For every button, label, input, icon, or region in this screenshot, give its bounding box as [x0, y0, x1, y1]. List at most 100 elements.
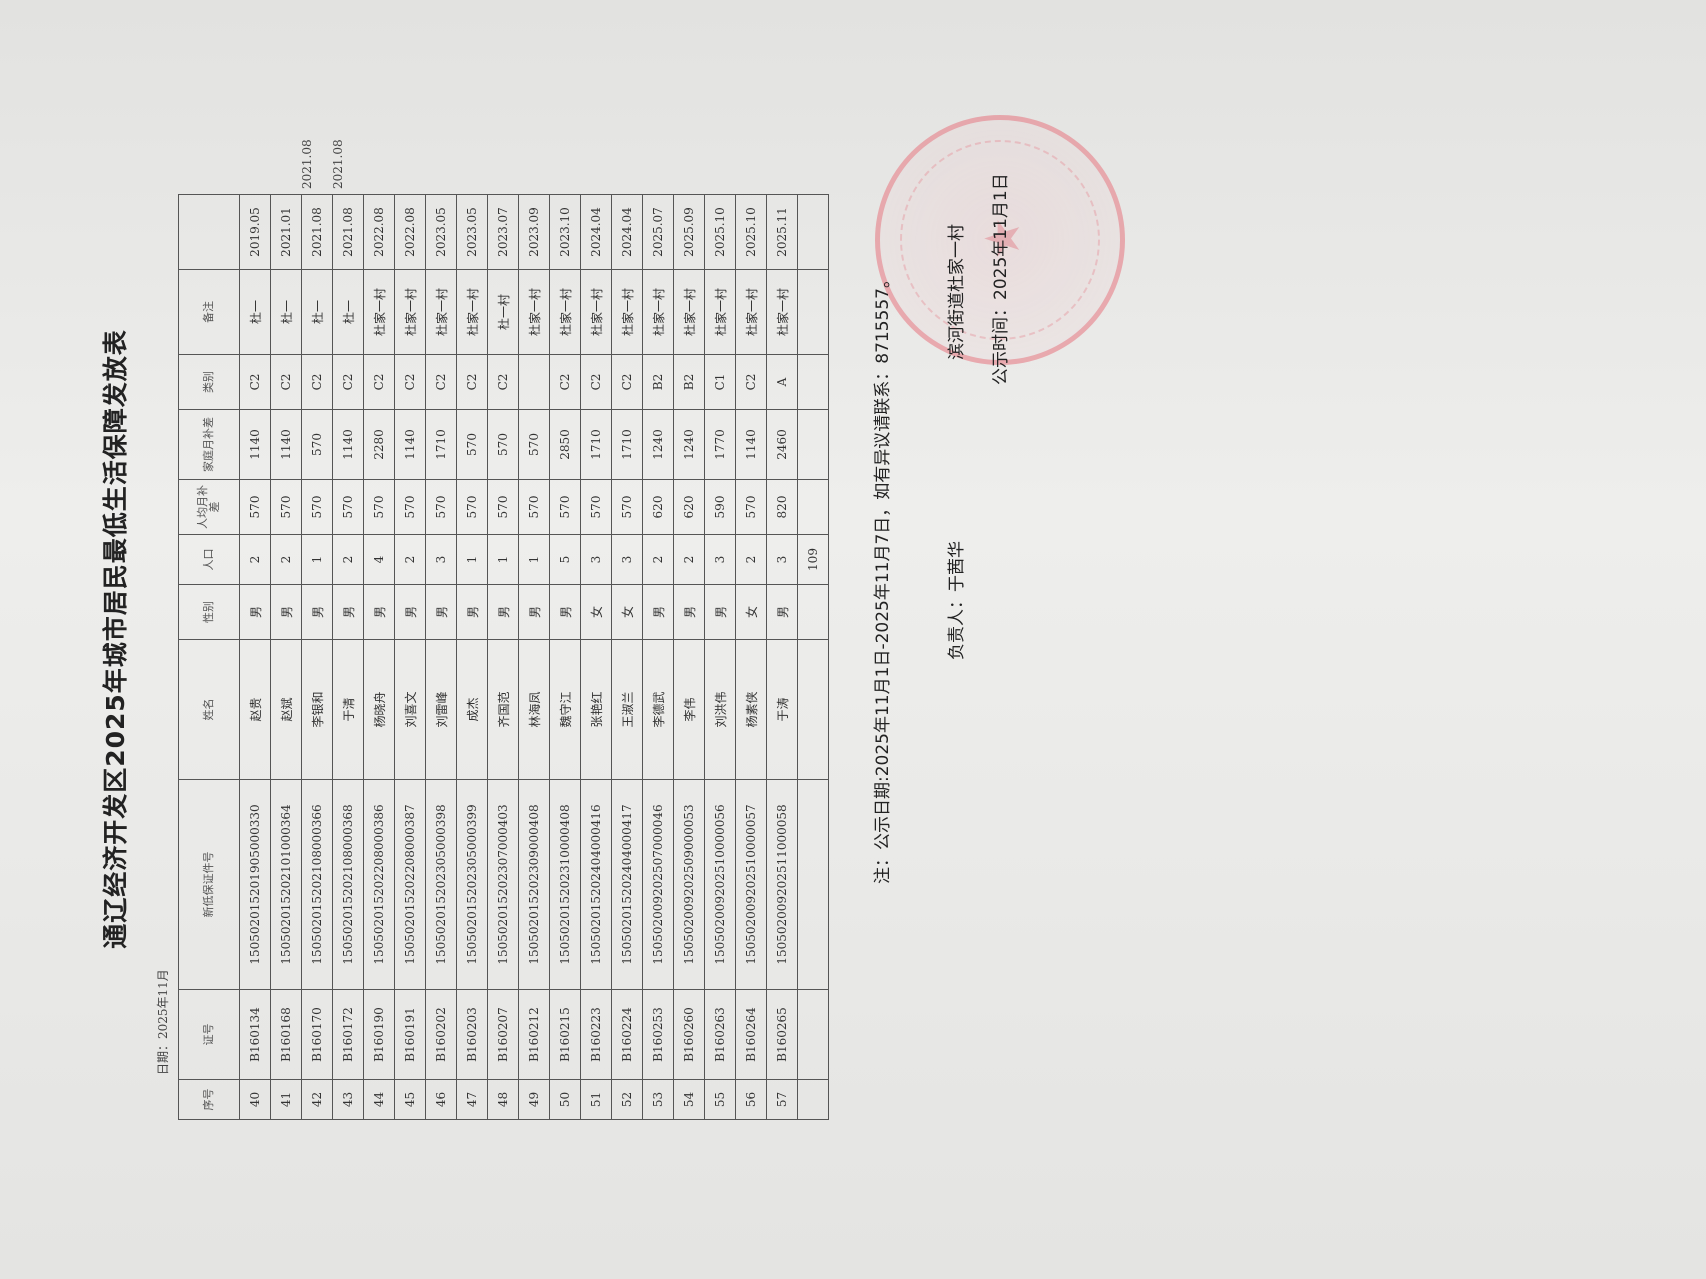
- table-cell: 45: [394, 1079, 426, 1120]
- table-cell: 150502015202208000386: [363, 779, 395, 990]
- table-cell: C2: [425, 354, 457, 410]
- table-cell: 1140: [394, 409, 426, 480]
- table-cell: 47: [456, 1079, 488, 1120]
- table-cell: 1140: [332, 409, 364, 480]
- table-cell: B160212: [518, 989, 550, 1080]
- table-cell: 150502015202307000403: [487, 779, 519, 990]
- table-cell: 2022.08: [394, 194, 426, 270]
- table-cell: 3: [425, 534, 457, 585]
- table-cell: 570: [301, 479, 333, 535]
- table-cell: 男: [766, 584, 798, 640]
- table-cell: 女: [580, 584, 612, 640]
- table-cell: 570: [549, 479, 581, 535]
- table-cell: 57: [766, 1079, 798, 1120]
- table-cell: 2021.01: [270, 194, 302, 270]
- table-cell: 1140: [270, 409, 302, 480]
- organization-name: 滨河街道杜家一村: [947, 224, 967, 360]
- table-cell: 杜家一村: [611, 269, 643, 355]
- table-cell: C2: [487, 354, 519, 410]
- table-cell: 于涛: [766, 639, 798, 780]
- table-cell: 53: [642, 1079, 674, 1120]
- table-row: 51 B160223 150502015202404000416 张艳红女 3 570 17…: [580, 194, 612, 1120]
- total-cell: [797, 779, 829, 990]
- table-cell: 2025.10: [735, 194, 767, 270]
- table-row: 55 B160263 150502009202510000056 刘洪伟男 3 590 17…: [704, 194, 736, 1120]
- table-cell: 3: [611, 534, 643, 585]
- table-cell: 570: [425, 479, 457, 535]
- table-cell: 620: [642, 479, 674, 535]
- table-cell: 男: [642, 584, 674, 640]
- table-cell: 820: [766, 479, 798, 535]
- table-cell: 150502015202310000408: [549, 779, 581, 990]
- table-cell: 52: [611, 1079, 643, 1120]
- table-cell: 570: [487, 409, 519, 480]
- table-cell: 杜家一村: [518, 269, 550, 355]
- table-cell: 1770: [704, 409, 736, 480]
- table-cell: B160224: [611, 989, 643, 1080]
- table-row: 52 B160224 150502015202404000417 王淑兰女 3 570 17…: [611, 194, 643, 1120]
- table-cell: 570: [518, 409, 550, 480]
- responsible-person: 负责人：于茜华: [947, 541, 967, 660]
- table-cell: 150502015202309000408: [518, 779, 550, 990]
- table-cell: B160191: [394, 989, 426, 1080]
- table-cell: 男: [239, 584, 271, 640]
- table-cell: 赵斌: [270, 639, 302, 780]
- table-row: 53 B160253 150502009202507000046 李德武男 2 620 12…: [642, 194, 674, 1120]
- table-cell: 1: [301, 534, 333, 585]
- table-cell: C2: [332, 354, 364, 410]
- table-cell: 男: [518, 584, 550, 640]
- table-cell: 3: [766, 534, 798, 585]
- table-cell: 林海凤: [518, 639, 550, 780]
- table-cell: 李银和: [301, 639, 333, 780]
- column-header: 序号: [178, 1079, 240, 1120]
- table-cell: 2280: [363, 409, 395, 480]
- total-cell: [797, 1079, 829, 1120]
- table-cell: 150502015202404000417: [611, 779, 643, 990]
- table-cell: 2: [673, 534, 705, 585]
- table-cell: 1240: [642, 409, 674, 480]
- table-cell: 男: [425, 584, 457, 640]
- table-cell: 女: [611, 584, 643, 640]
- table-cell: 150502009202510000057: [735, 779, 767, 990]
- table-cell: 李伟: [673, 639, 705, 780]
- table-cell: 杜家一村: [363, 269, 395, 355]
- table-cell: 1140: [735, 409, 767, 480]
- table-cell: B160260: [673, 989, 705, 1080]
- table-cell: A: [766, 354, 798, 410]
- table-cell: 3: [704, 534, 736, 585]
- table-cell: 杜一: [239, 269, 271, 355]
- table-cell: B160223: [580, 989, 612, 1080]
- table-row: 57 B160265 150502009202511000058 于涛男 3 820 246…: [766, 194, 798, 1120]
- total-row: 109: [797, 194, 829, 1120]
- table-cell: 2021.08: [301, 194, 333, 270]
- table-cell: B160172: [332, 989, 364, 1080]
- table-cell: 2022.08: [363, 194, 395, 270]
- column-header: 新低保证件号: [178, 779, 240, 990]
- column-header: 备注: [178, 269, 240, 355]
- table-cell: C2: [549, 354, 581, 410]
- table-cell: 2024.04: [580, 194, 612, 270]
- table-cell: 56: [735, 1079, 767, 1120]
- table-cell: 杨素侠: [735, 639, 767, 780]
- table-cell: 1710: [425, 409, 457, 480]
- table-cell: 150502009202510000056: [704, 779, 736, 990]
- table-cell: 男: [704, 584, 736, 640]
- table-cell: 男: [363, 584, 395, 640]
- table-cell: B160207: [487, 989, 519, 1080]
- table-cell: 570: [611, 479, 643, 535]
- table-cell: 杜家一村: [642, 269, 674, 355]
- table-cell: 150502015201905000330: [239, 779, 271, 990]
- table-cell: 620: [673, 479, 705, 535]
- table-cell: C2: [239, 354, 271, 410]
- table-cell: 2024.04: [611, 194, 643, 270]
- table-cell: 男: [332, 584, 364, 640]
- table-cell: C2: [301, 354, 333, 410]
- date-line: 日期：2025年11月: [156, 969, 170, 1075]
- table-cell: B2: [673, 354, 705, 410]
- table-cell: 54: [673, 1079, 705, 1120]
- table-cell: C2: [363, 354, 395, 410]
- table-cell: 150502015202108000366: [301, 779, 333, 990]
- document-title: 通辽经济开发区2025年城市居民最低生活保障发放表: [101, 329, 130, 949]
- table-cell: 杜家一村: [704, 269, 736, 355]
- table-cell: 570: [487, 479, 519, 535]
